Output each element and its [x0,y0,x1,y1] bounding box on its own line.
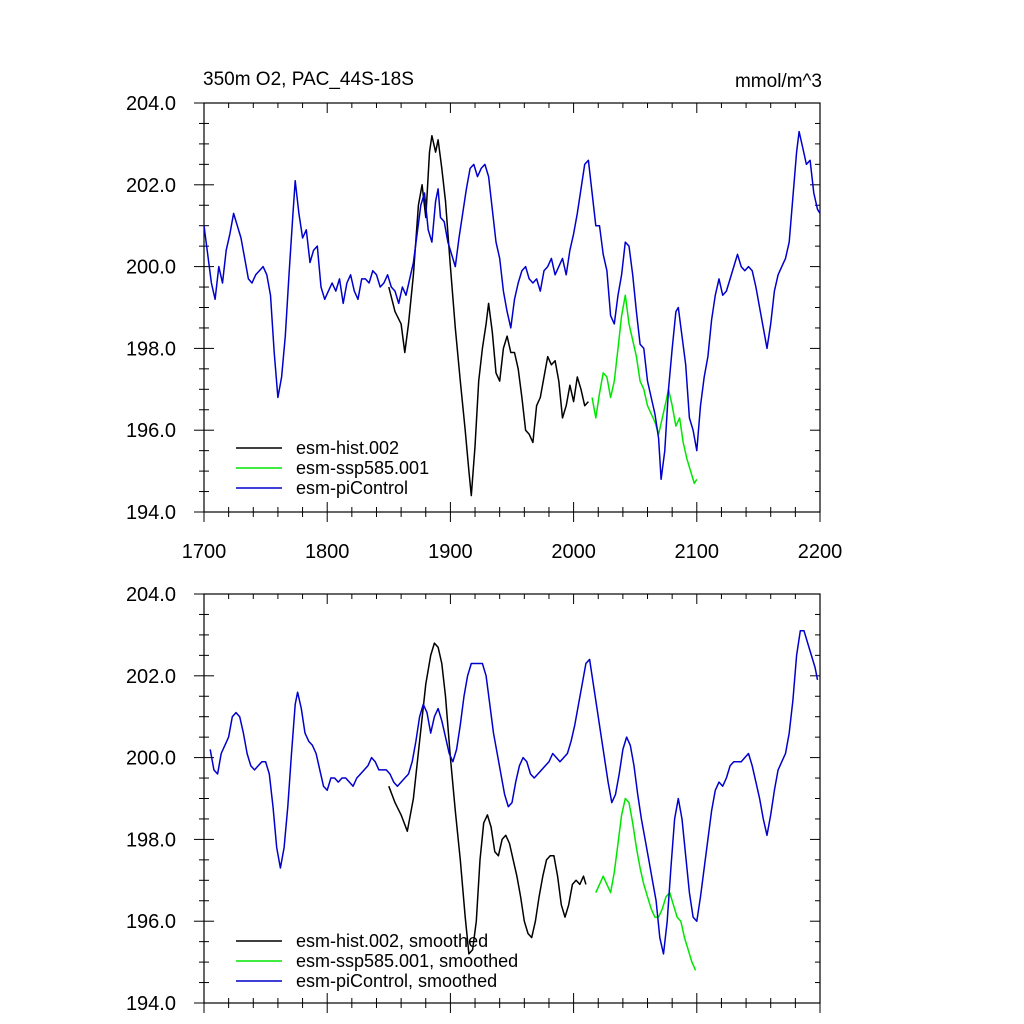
panel-1-ytick-label: 202.0 [126,175,176,197]
panel-2-legend-label-1: esm-hist.002, smoothed [296,931,488,951]
panel-2-legend-label-2: esm-ssp585.001, smoothed [296,951,518,971]
panel-1-xtick-label: 1700 [182,541,227,563]
panel-2-series-line-1 [388,642,587,955]
panel-1-chart: 194.0 196.0 198.0 200.0 202.0 204.0 1700 1800 19… [126,93,842,563]
panel-1-series-line-3 [203,130,821,481]
panel-1-ytick-label: 204.0 [126,93,176,115]
panel-2-ytick-label: 196.0 [126,911,176,933]
panel-1-legend-label-2: esm-ssp585.001 [296,458,429,478]
panel-1-ytick-label: 198.0 [126,338,176,360]
panel-1-xtick-label: 2000 [551,541,596,563]
panel-2-ytick-label: 198.0 [126,829,176,851]
panel-1-series-line-1 [388,134,589,497]
panel-2-series-line-3 [209,630,819,955]
panel-1-ytick-label: 200.0 [126,257,176,279]
panel-2-ytick-label: 200.0 [126,748,176,770]
panel-1-xtick-label: 1800 [305,541,350,563]
panel-1-xtick-label: 1900 [428,541,473,563]
panel-1-legend-label-1: esm-hist.002 [296,438,399,458]
panel-1-xtick-label: 2100 [675,541,720,563]
panel-2-ytick-label: 204.0 [126,584,176,606]
panel-2-ytick-label: 202.0 [126,666,176,688]
panel-1-title: 350m O2, PAC_44S-18S [203,69,414,90]
panel-2-chart: 194.0 196.0 198.0 200.0 202.0 204.0 esm-hist.0… [126,584,821,1015]
panel-1-ytick-label: 196.0 [126,420,176,442]
panel-1-units: mmol/m^3 [735,71,822,92]
panel-2-series-line-2 [595,797,697,971]
panel-1-legend-label-3: esm-piControl [296,478,408,498]
panel-2-ytick-label: 194.0 [126,993,176,1015]
panel-1-ytick-label: 194.0 [126,502,176,524]
panel-2-legend-label-3: esm-piControl, smoothed [296,971,497,991]
panel-1-series-line-2 [591,294,698,485]
panel-1-xtick-label: 2200 [798,541,843,563]
